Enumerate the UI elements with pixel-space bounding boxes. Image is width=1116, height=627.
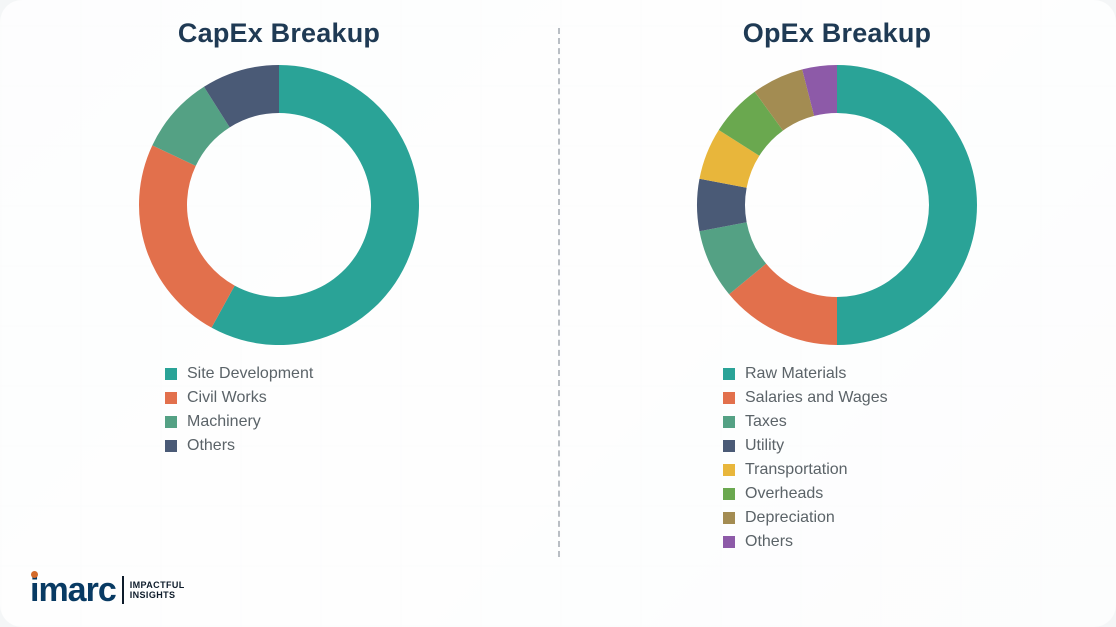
opex-legend-item-2: Taxes xyxy=(723,413,888,431)
capex-panel: CapEx Breakup Site Development Civil Work… xyxy=(0,0,558,560)
opex-legend-label-1: Salaries and Wages xyxy=(745,389,888,407)
opex-legend-swatch-0 xyxy=(723,368,735,380)
capex-title: CapEx Breakup xyxy=(178,18,380,49)
opex-panel: OpEx Breakup Raw Materials Salaries and W… xyxy=(558,0,1116,560)
opex-legend: Raw Materials Salaries and Wages Taxes Util… xyxy=(558,359,888,557)
brand-tagline: IMPACTFUL INSIGHTS xyxy=(130,580,185,601)
opex-legend-label-7: Others xyxy=(745,533,793,551)
capex-legend-item-3: Others xyxy=(165,437,313,455)
capex-legend-item-1: Civil Works xyxy=(165,389,313,407)
opex-legend-item-4: Transportation xyxy=(723,461,888,479)
brand-word: imarc xyxy=(30,573,116,607)
capex-donut-svg xyxy=(129,55,429,355)
opex-legend-label-5: Overheads xyxy=(745,485,823,503)
capex-legend-label-2: Machinery xyxy=(187,413,261,431)
opex-legend-swatch-4 xyxy=(723,464,735,476)
opex-legend-item-6: Depreciation xyxy=(723,509,888,527)
opex-legend-item-5: Overheads xyxy=(723,485,888,503)
capex-donut xyxy=(129,55,429,355)
panel-divider xyxy=(558,28,560,557)
brand-tagline-line2: INSIGHTS xyxy=(130,590,185,600)
opex-slice-3 xyxy=(697,179,747,231)
opex-legend-label-0: Raw Materials xyxy=(745,365,846,383)
opex-title: OpEx Breakup xyxy=(743,18,931,49)
content-frame: CapEx Breakup Site Development Civil Work… xyxy=(0,0,1116,627)
capex-legend-swatch-0 xyxy=(165,368,177,380)
opex-legend-label-6: Depreciation xyxy=(745,509,835,527)
opex-slice-0 xyxy=(837,65,977,345)
opex-legend-item-1: Salaries and Wages xyxy=(723,389,888,407)
capex-legend: Site Development Civil Works Machinery Othe… xyxy=(0,359,313,461)
opex-donut xyxy=(687,55,987,355)
capex-legend-swatch-3 xyxy=(165,440,177,452)
opex-legend-label-4: Transportation xyxy=(745,461,848,479)
opex-legend-item-0: Raw Materials xyxy=(723,365,888,383)
brand-tagline-line1: IMPACTFUL xyxy=(130,580,185,590)
opex-legend-swatch-7 xyxy=(723,536,735,548)
capex-legend-swatch-1 xyxy=(165,392,177,404)
opex-legend-swatch-6 xyxy=(723,512,735,524)
opex-legend-swatch-5 xyxy=(723,488,735,500)
brand-dot-icon xyxy=(31,571,38,578)
opex-legend-label-2: Taxes xyxy=(745,413,787,431)
capex-legend-swatch-2 xyxy=(165,416,177,428)
capex-legend-item-2: Machinery xyxy=(165,413,313,431)
opex-legend-item-7: Others xyxy=(723,533,888,551)
opex-legend-swatch-2 xyxy=(723,416,735,428)
opex-legend-swatch-3 xyxy=(723,440,735,452)
brand-logo: imarc IMPACTFUL INSIGHTS xyxy=(30,573,185,607)
opex-legend-swatch-1 xyxy=(723,392,735,404)
capex-legend-label-1: Civil Works xyxy=(187,389,267,407)
capex-legend-label-3: Others xyxy=(187,437,235,455)
opex-legend-label-3: Utility xyxy=(745,437,784,455)
opex-donut-svg xyxy=(687,55,987,355)
brand-word-text: imarc xyxy=(30,571,116,609)
capex-slice-1 xyxy=(139,145,235,327)
brand-separator xyxy=(122,576,124,604)
capex-legend-item-0: Site Development xyxy=(165,365,313,383)
capex-legend-label-0: Site Development xyxy=(187,365,313,383)
opex-legend-item-3: Utility xyxy=(723,437,888,455)
